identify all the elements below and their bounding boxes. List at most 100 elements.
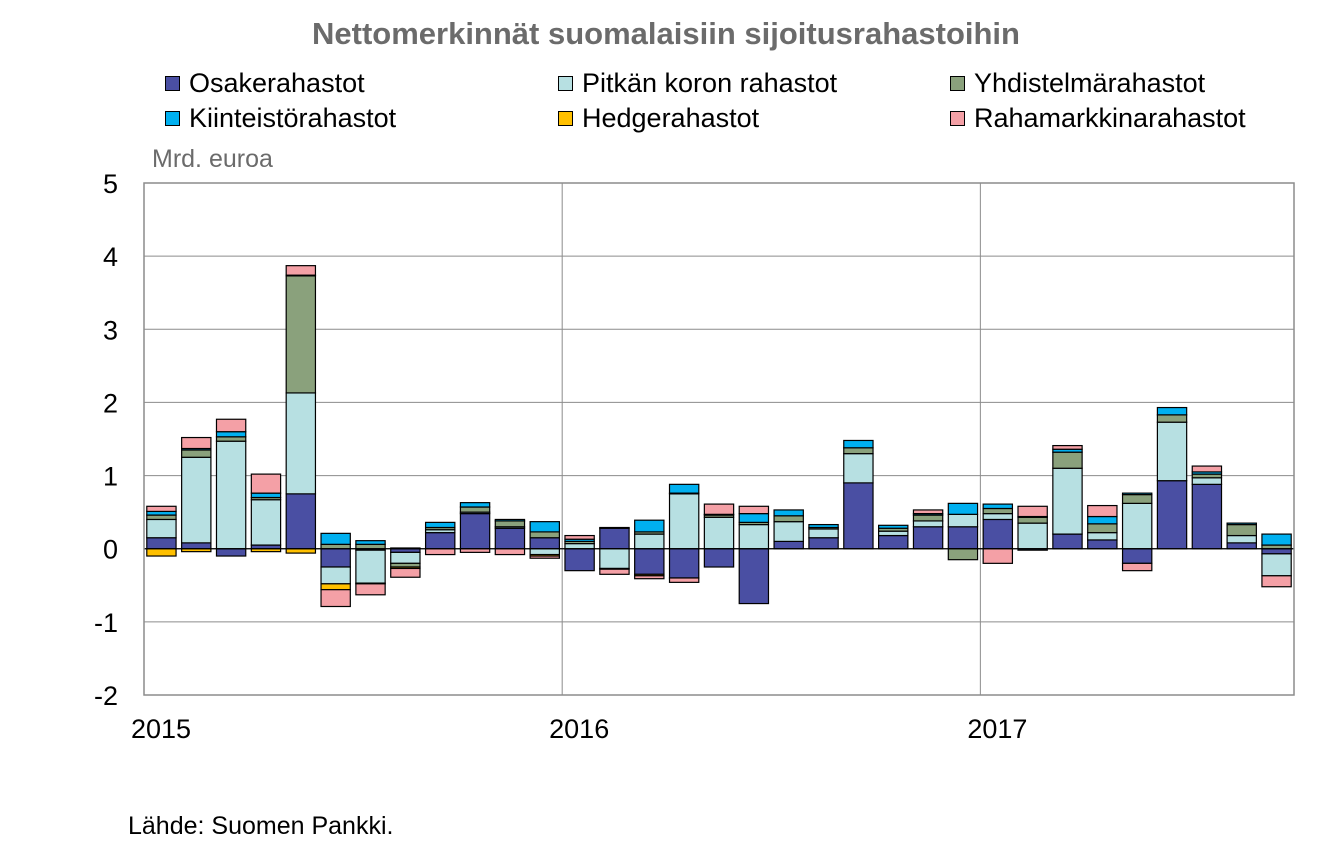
bar-segment [1087, 523, 1118, 534]
plot-frame [143, 182, 1295, 696]
bar-segment [355, 549, 386, 584]
bar-segment [982, 513, 1014, 521]
bar-segment [529, 555, 560, 559]
y-tick-label: 5 [103, 169, 118, 199]
bar-segment [424, 532, 456, 550]
bar-segment [599, 526, 630, 529]
legend-swatch-rahamarkkina [950, 110, 965, 126]
bar-segment [912, 509, 944, 515]
bar-segment [1017, 522, 1048, 550]
bar-segment [773, 515, 804, 523]
bar-segment [215, 431, 247, 438]
bar-segment [146, 514, 177, 521]
bar-segment [146, 518, 177, 539]
bar-segment [181, 542, 212, 550]
bar-segment [634, 533, 665, 550]
bar-segment [181, 456, 212, 544]
bar-segment [1226, 534, 1257, 544]
bar-segment [843, 453, 874, 484]
bar-segment [947, 526, 979, 550]
legend-item-pitkan-koron: Pitkän koron rahastot [558, 66, 837, 100]
y-tick-label: 1 [103, 462, 118, 492]
bar-segment [1156, 421, 1188, 482]
bar-segment [599, 568, 630, 575]
bar-segment [390, 551, 421, 564]
bar-segment [424, 521, 456, 529]
bar-segment [1261, 548, 1292, 555]
bar-segment [1121, 493, 1153, 504]
bar-segment [564, 548, 595, 572]
bar-segment [982, 503, 1014, 510]
bar-segment [1017, 505, 1048, 518]
bar-segment [1052, 467, 1083, 535]
bar-segment [459, 506, 491, 513]
bar-segment [494, 520, 526, 528]
bar-segment [320, 583, 351, 591]
bar-segment [355, 543, 386, 550]
bar-segment [947, 548, 979, 561]
bar-segment [912, 514, 944, 522]
bar-segment [285, 265, 317, 276]
y-tick-label: 2 [103, 388, 118, 418]
bar-segment [808, 528, 839, 539]
bar-segment [459, 513, 491, 550]
bar-segment [250, 492, 282, 499]
bar-segment [738, 505, 770, 515]
bar-segment [634, 519, 665, 533]
bar-segment [1226, 523, 1257, 537]
bar-segment [982, 518, 1014, 550]
bar-segment [285, 275, 317, 394]
bar-segment [599, 548, 630, 570]
bar-segment [285, 392, 317, 495]
legend-swatch-yhdistelma [950, 75, 965, 91]
bar-segment [146, 537, 177, 550]
bar-segment [320, 566, 351, 585]
bar-segment [912, 520, 944, 528]
bar-segment [878, 524, 909, 529]
bar-segment [529, 521, 560, 533]
bar-segment [773, 521, 804, 542]
bar-segment [843, 439, 874, 449]
bar-segment [878, 530, 909, 537]
legend-label: Hedgerahastot [582, 102, 760, 133]
bar-segment [320, 548, 351, 568]
bar-segment [1156, 480, 1188, 550]
bar-segment [738, 523, 770, 550]
bar-segment [146, 505, 177, 513]
legend-label: Pitkän koron rahastot [582, 67, 838, 98]
bar-segment [773, 540, 804, 550]
bar-segment [703, 516, 735, 550]
bar-segment [912, 526, 944, 550]
legend-label: Kiinteistörahastot [189, 102, 397, 133]
bar-segment [668, 483, 700, 494]
legend-swatch-osakerahastot [165, 75, 180, 91]
bar-segment [1261, 533, 1292, 546]
y-tick-label: -2 [94, 681, 118, 711]
bar-segment [494, 518, 526, 522]
bar-segment [738, 548, 770, 605]
x-tick-label: 2017 [967, 714, 1027, 744]
bar-segment [843, 447, 874, 455]
bar-segment [1156, 414, 1188, 423]
legend-label: Yhdistelmärahastot [974, 67, 1206, 98]
bar-segment [1191, 477, 1223, 485]
bar-segment [529, 537, 560, 550]
bar-segment [1052, 533, 1083, 550]
bar-segment [1017, 516, 1048, 524]
bar-segment [703, 548, 735, 568]
bar-segment [634, 575, 665, 580]
bar-segment [285, 548, 317, 554]
bar-segment [181, 449, 212, 458]
legend-label: Rahamarkkinarahastot [974, 102, 1246, 133]
bar-segment [320, 532, 351, 545]
y-tick-label: 3 [103, 315, 118, 345]
legend-item-osakerahastot: Osakerahastot [165, 66, 365, 100]
bar-segment [878, 534, 909, 550]
bar-segment [285, 493, 317, 550]
bar-segment [564, 542, 595, 550]
bar-segment [808, 537, 839, 550]
bar-segment [1261, 553, 1292, 577]
bar-segment [146, 548, 177, 557]
legend-item-yhdistelma: Yhdistelmärahastot [950, 66, 1205, 100]
bar-segment [424, 548, 456, 556]
